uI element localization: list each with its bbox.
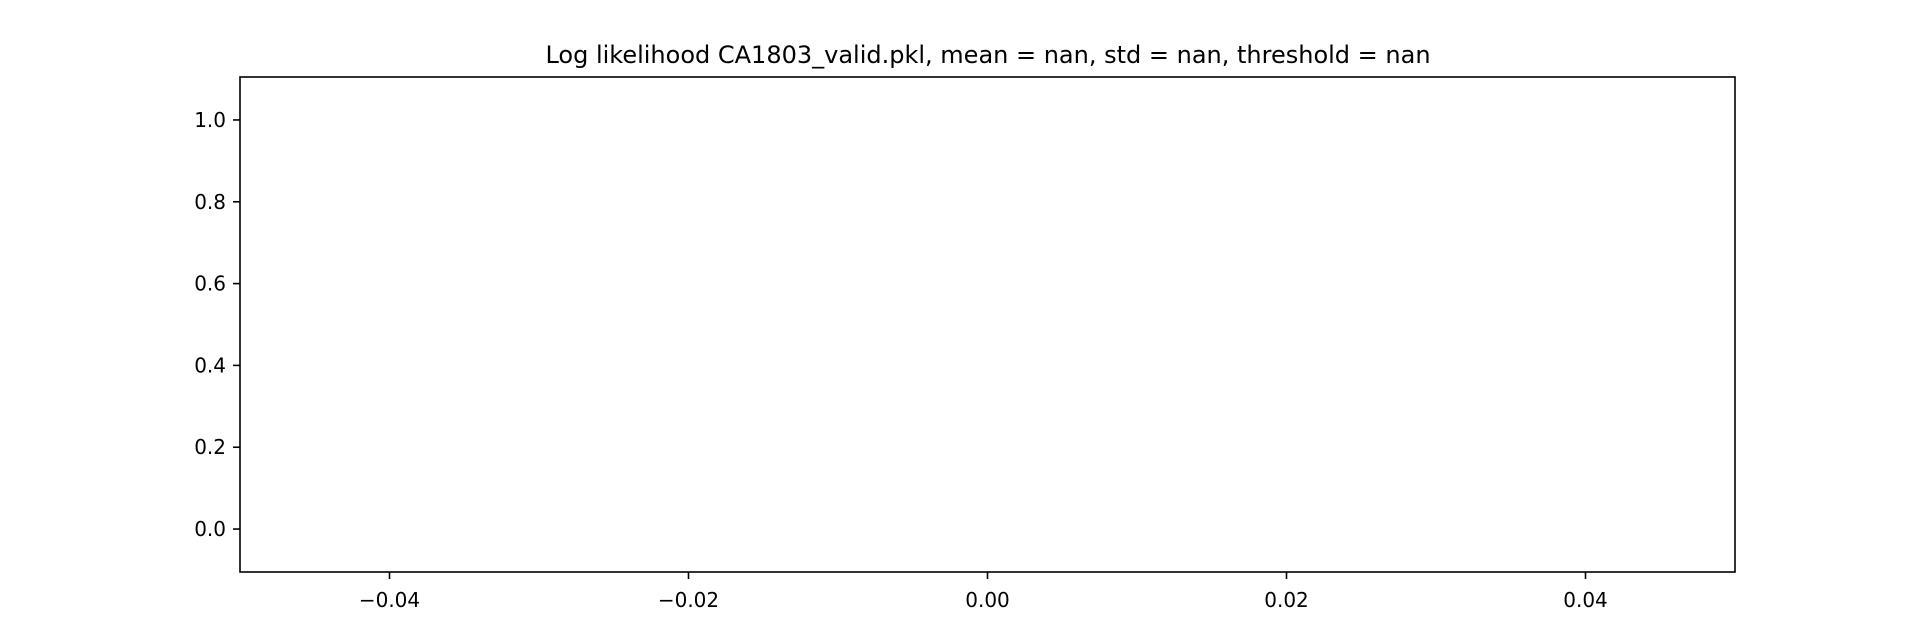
y-tick-label: 0.2	[194, 435, 226, 459]
axes-frame	[239, 76, 1736, 573]
x-tick-label: −0.02	[658, 588, 719, 612]
x-tick-label: 0.00	[965, 588, 1010, 612]
y-tick-label: 0.0	[194, 517, 226, 541]
y-tick-label: 0.8	[194, 190, 226, 214]
x-tick-label: 0.02	[1264, 588, 1309, 612]
x-tick-label: 0.04	[1563, 588, 1608, 612]
y-tick-label: 1.0	[194, 108, 226, 132]
y-tick-label: 0.6	[194, 272, 226, 296]
chart-title: Log likelihood CA1803_valid.pkl, mean = …	[545, 41, 1430, 69]
x-tick-label: −0.04	[359, 588, 420, 612]
y-tick-label: 0.4	[194, 353, 226, 377]
x-axis: −0.04 −0.02 0.00 0.02 0.04	[359, 572, 1608, 612]
y-axis: 0.0 0.2 0.4 0.6 0.8 1.0	[194, 108, 240, 541]
